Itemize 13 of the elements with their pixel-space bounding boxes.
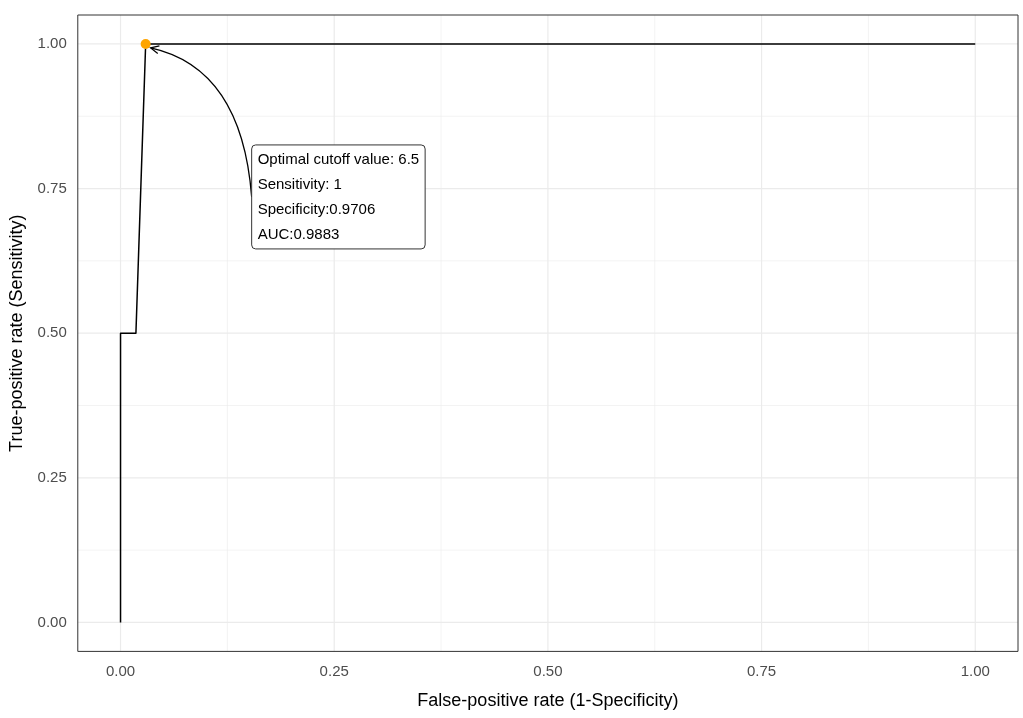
y-tick-label: 0.75 [37,178,67,196]
y-tick-label: 0.50 [37,323,67,341]
y-tick-label: 0.25 [37,467,67,485]
x-tick-label: 0.00 [105,661,136,679]
y-tick-label: 0.00 [37,612,67,630]
x-tick-label: 0.25 [319,661,349,679]
y-tick-label: 1.00 [37,34,67,52]
x-tick-label: 0.50 [533,661,563,679]
x-axis-title: False-positive rate (1-Specificity) [417,690,679,711]
annotation: Optimal cutoff value: 6.5 Sensitivity: 1 Specificity:0.9706 AUC:0.9883 [257,149,420,242]
y-axis-title: True-positive rate (Sensitivity) [5,214,26,452]
x-tick-label: 0.75 [746,661,777,679]
x-tick-label: 1.00 [960,661,990,679]
